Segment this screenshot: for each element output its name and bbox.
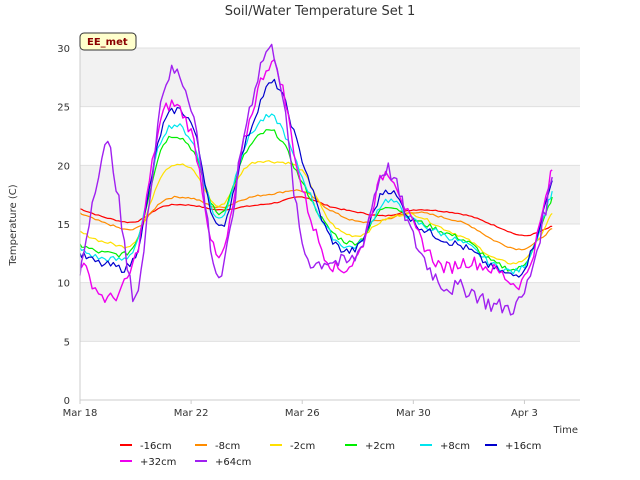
plot-bands (80, 48, 580, 342)
x-tick-label: Mar 18 (63, 408, 98, 419)
y-axis-title: Temperature (C) (8, 184, 19, 266)
series-line-plus16cm (79, 78, 553, 278)
x-axis-title: Time (553, 425, 578, 436)
x-tick-label: Mar 26 (285, 408, 320, 419)
y-tick-label-10: 10 (57, 279, 70, 290)
series-line-plus32cm (79, 58, 553, 303)
axes (79, 48, 580, 401)
series-lines (79, 43, 553, 316)
legend-item: +64cm (195, 457, 251, 468)
series-line-plus8cm (79, 113, 553, 275)
legend-item: -8cm (195, 441, 240, 452)
legend-item: -16cm (120, 441, 172, 452)
site-badge: EE_met (79, 32, 137, 51)
x-tick-label: Mar 22 (174, 408, 209, 419)
legend-label: -8cm (215, 441, 240, 452)
y-tick-label-0: 0 (64, 396, 70, 407)
site-badge-box (79, 32, 137, 51)
x-tick-label: Mar 30 (396, 408, 431, 419)
legend-item: +16cm (485, 441, 541, 452)
legend-item: -2cm (270, 441, 315, 452)
legend-item: +8cm (420, 441, 470, 452)
y-tick-label-5: 5 (64, 337, 70, 348)
x-tick-labels: Mar 18 Mar 22 Mar 26 Mar 30 Apr 3 (63, 400, 538, 419)
legend-label: +32cm (140, 457, 176, 468)
legend-label: -16cm (140, 441, 172, 452)
legend-item: +32cm (120, 457, 176, 468)
y-tick-labels: 0 5 10 15 20 25 30 (57, 44, 70, 407)
y-tick-label-30: 30 (57, 44, 70, 55)
site-badge-label: EE_met (87, 37, 128, 48)
legend-item: +2cm (345, 441, 395, 452)
legend-label: -2cm (290, 441, 315, 452)
legend-label: +8cm (440, 441, 470, 452)
series-line-minus2cm (79, 160, 553, 265)
series-line-plus64cm (79, 43, 553, 316)
chart-title: Soil/Water Temperature Set 1 (225, 4, 416, 19)
y-tick-label-20: 20 (57, 161, 70, 172)
legend: -16cm -8cm -2cm +2cm +8cm +16cm +32cm +64cm (120, 441, 541, 468)
y-tick-label-15: 15 (57, 220, 70, 231)
legend-label: +16cm (505, 441, 541, 452)
legend-label: +64cm (215, 457, 251, 468)
y-tick-label-25: 25 (57, 103, 70, 114)
band-1 (80, 165, 580, 224)
legend-label: +2cm (365, 441, 395, 452)
x-tick-label: Apr 3 (511, 408, 538, 419)
band-0 (80, 282, 580, 342)
band-2 (80, 48, 580, 107)
